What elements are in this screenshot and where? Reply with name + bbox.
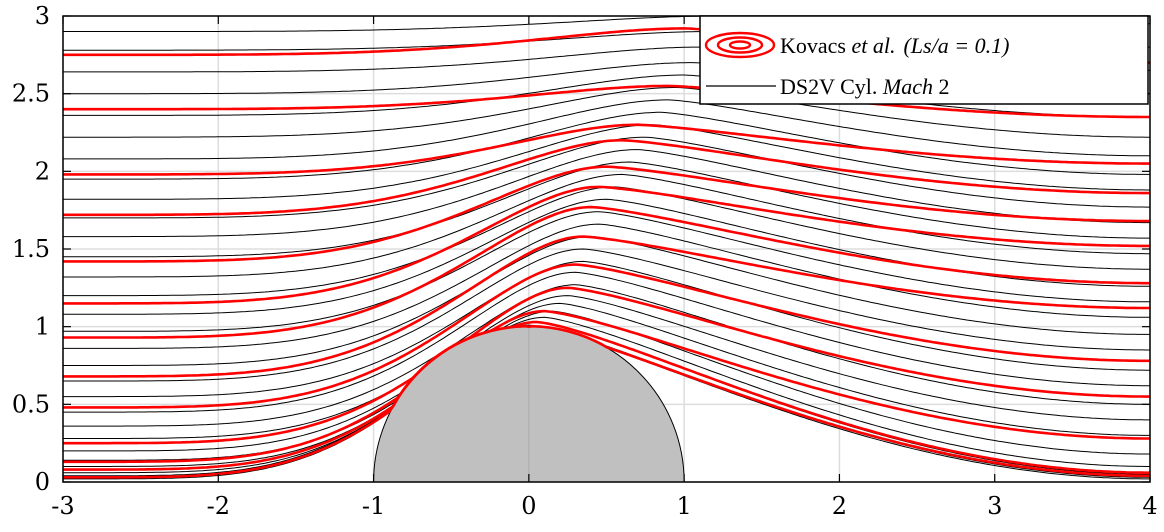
kovacs-streamline [63,235,1150,378]
ds2v-streamline [63,173,1150,278]
ds2v-streamline [63,124,1150,200]
y-tick-label: 2 [35,157,50,185]
x-tick-label: 0 [521,492,536,520]
ds2v-streamline [63,111,1150,180]
legend-swatch-kovacs [704,31,776,59]
ds2v-streamline [63,260,1150,398]
kovacs-streamline [63,263,1150,409]
ds2v-streamline [63,302,1150,452]
ds2v-streamline [63,248,1150,382]
y-tick-label: 1 [35,313,50,341]
ds2v-streamline [63,271,1150,413]
kovacs-streamline [63,205,1150,339]
ds2v-streamline [63,161,1150,258]
legend-box [699,15,1149,105]
kovacs-streamline [63,165,1150,263]
legend: Kovacs et al. (Ls/a = 0.1) DS2V Cyl. Mach… [699,15,1149,105]
y-tick-label: 2.5 [12,80,50,108]
ds2v-streamline [63,211,1150,332]
x-tick-label: 4 [1142,492,1157,520]
ds2v-streamline [63,316,1150,467]
ds2v-streamline [63,198,1150,315]
x-tick-label: 2 [832,492,847,520]
kovacs-streamline [63,123,1150,176]
kovacs-streamline [63,309,1150,464]
kovacs-streamline [63,324,1150,479]
y-tick-label: 0.5 [12,390,50,418]
kovacs-streamline [63,139,1150,217]
kovacs-streamline [63,320,1150,475]
y-tick-label: 0 [35,468,50,496]
y-tick-label: 3 [35,2,50,30]
legend-label-kovacs: Kovacs et al. (Ls/a = 0.1) [780,33,1009,58]
ds2v-streamline [63,136,1150,219]
ds2v-streamline [63,149,1150,238]
x-tick-label: 3 [987,492,1002,520]
y-tick-label: 1.5 [12,235,50,263]
x-tick-label: -3 [51,492,74,520]
ds2v-streamline [63,284,1150,427]
ds2v-streamline [63,223,1150,349]
x-tick-label: -2 [207,492,230,520]
kovacs-streamline [63,185,1150,305]
ds2v-streamline [63,186,1150,297]
x-tick-label: 1 [677,492,692,520]
ds2v-streamline [63,74,1150,118]
ds2v-streamline [63,99,1150,160]
ds2v-streamline [63,87,1150,138]
kovacs-streamline [63,84,1150,119]
x-tick-label: -1 [362,492,385,520]
legend-label-ds2v: DS2V Cyl. Mach 2 [780,74,950,99]
ds2v-streamline [63,295,1150,439]
kovacs-streamline [63,286,1150,445]
